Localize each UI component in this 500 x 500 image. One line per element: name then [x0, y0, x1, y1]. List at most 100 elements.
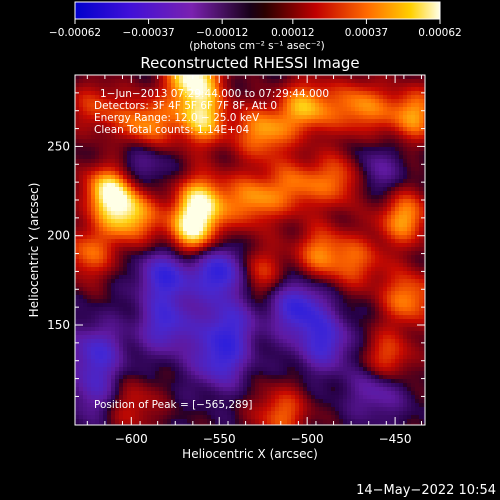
heatmap-cell	[243, 239, 248, 244]
heatmap-cell	[411, 163, 416, 168]
heatmap-cell	[75, 179, 80, 184]
heatmap-cell	[383, 187, 388, 192]
heatmap-cell	[87, 275, 92, 280]
heatmap-cell	[387, 95, 392, 100]
heatmap-cell	[199, 207, 204, 212]
heatmap-cell	[367, 183, 372, 188]
heatmap-cell	[139, 147, 144, 152]
heatmap-cell	[391, 223, 396, 228]
heatmap-cell	[271, 283, 276, 288]
heatmap-cell	[355, 271, 360, 276]
heatmap-cell	[87, 99, 92, 104]
heatmap-cell	[199, 255, 204, 260]
heatmap-cell	[387, 199, 392, 204]
heatmap-cell	[407, 287, 412, 292]
heatmap-cell	[151, 199, 156, 204]
heatmap-cell	[99, 131, 104, 136]
heatmap-cell	[239, 155, 244, 160]
heatmap-cell	[231, 275, 236, 280]
heatmap-cell	[235, 151, 240, 156]
heatmap-cell	[319, 159, 324, 164]
heatmap-cell	[303, 99, 308, 104]
heatmap-cell	[319, 227, 324, 232]
heatmap-cell	[131, 87, 136, 92]
heatmap-cell	[227, 179, 232, 184]
heatmap-cell	[335, 127, 340, 132]
heatmap-cell	[331, 103, 336, 108]
heatmap-cell	[143, 287, 148, 292]
heatmap-cell	[399, 251, 404, 256]
heatmap-cell	[299, 155, 304, 160]
heatmap-cell	[371, 151, 376, 156]
heatmap-cell	[223, 95, 228, 100]
heatmap-cell	[127, 243, 132, 248]
heatmap-cell	[319, 295, 324, 300]
heatmap-cell	[235, 279, 240, 284]
heatmap-cell	[387, 259, 392, 264]
heatmap-cell	[239, 191, 244, 196]
heatmap-cell	[391, 219, 396, 224]
heatmap-cell	[127, 99, 132, 104]
heatmap-cell	[395, 83, 400, 88]
heatmap-cell	[347, 207, 352, 212]
heatmap-cell	[295, 79, 300, 84]
heatmap-cell	[167, 99, 172, 104]
heatmap-cell	[171, 219, 176, 224]
heatmap-cell	[203, 79, 208, 84]
heatmap-cell	[423, 151, 425, 156]
heatmap-cell	[411, 147, 416, 152]
heatmap-cell	[215, 187, 220, 192]
heatmap-cell	[247, 199, 252, 204]
heatmap-cell	[107, 135, 112, 140]
heatmap-cell	[139, 223, 144, 228]
heatmap-cell	[195, 279, 200, 284]
heatmap-cell	[351, 207, 356, 212]
heatmap-cell	[139, 123, 144, 128]
heatmap-cell	[175, 259, 180, 264]
heatmap-cell	[151, 299, 156, 304]
heatmap-cell	[295, 135, 300, 140]
heatmap-cell	[379, 95, 384, 100]
heatmap-cell	[167, 79, 172, 84]
heatmap-cell	[207, 95, 212, 100]
heatmap-cell	[275, 283, 280, 288]
heatmap-cell	[335, 151, 340, 156]
heatmap-cell	[75, 271, 80, 276]
heatmap-cell	[235, 275, 240, 280]
heatmap-cell	[379, 91, 384, 96]
heatmap-cell	[131, 247, 136, 252]
heatmap-cell	[367, 171, 372, 176]
heatmap-cell	[127, 275, 132, 280]
heatmap-cell	[231, 299, 236, 304]
heatmap-cell	[183, 159, 188, 164]
heatmap-cell	[359, 263, 364, 268]
heatmap-cell	[387, 183, 392, 188]
heatmap-cell	[87, 203, 92, 208]
heatmap-cell	[367, 231, 372, 236]
heatmap-cell	[183, 139, 188, 144]
heatmap-cell	[291, 87, 296, 92]
heatmap-cell	[127, 187, 132, 192]
heatmap-cell	[163, 207, 168, 212]
heatmap-cell	[79, 151, 84, 156]
heatmap-cell	[367, 263, 372, 268]
heatmap-cell	[159, 87, 164, 92]
heatmap-cell	[307, 175, 312, 180]
heatmap-cell	[379, 143, 384, 148]
heatmap-cell	[287, 191, 292, 196]
heatmap-cell	[79, 259, 84, 264]
heatmap-cell	[175, 295, 180, 300]
heatmap-cell	[199, 83, 204, 88]
heatmap-cell	[111, 259, 116, 264]
heatmap-cell	[151, 163, 156, 168]
heatmap-cell	[331, 107, 336, 112]
heatmap-cell	[275, 219, 280, 224]
heatmap-cell	[351, 259, 356, 264]
heatmap-cell	[211, 223, 216, 228]
heatmap-cell	[207, 271, 212, 276]
heatmap-cell	[199, 103, 204, 108]
heatmap-cell	[235, 135, 240, 140]
heatmap-cell	[307, 247, 312, 252]
heatmap-cell	[347, 187, 352, 192]
heatmap-cell	[131, 259, 136, 264]
